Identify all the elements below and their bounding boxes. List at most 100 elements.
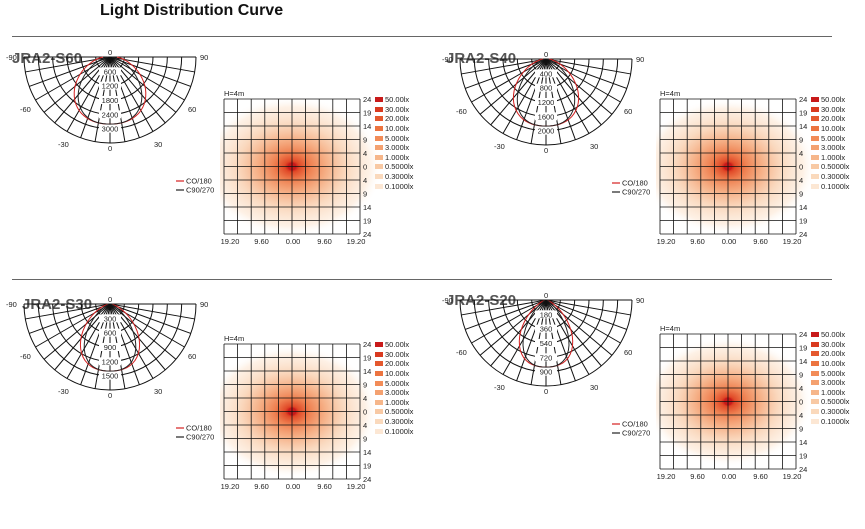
polar-angle-label: 0 <box>108 48 112 57</box>
legend-item: 0.1000lx <box>811 416 849 426</box>
mounting-height-label: H=4m <box>660 89 680 98</box>
legend-swatch <box>375 428 383 434</box>
grid-y-tick: 4 <box>363 394 367 403</box>
polar-spoke <box>471 299 547 344</box>
legend-item: 20.00lx <box>811 349 849 359</box>
legend-item: 0.3000lx <box>375 172 413 182</box>
legend-label: 1.000lx <box>385 152 410 162</box>
polar-angle-label: 30 <box>590 383 598 392</box>
grid-y-tick: 9 <box>799 425 803 434</box>
tick-bg <box>99 314 121 323</box>
legend-swatch <box>811 418 819 424</box>
grid-x-tick: 9.60 <box>317 482 332 491</box>
grid-y-tick: 4 <box>799 384 803 393</box>
legend-label: 0.5000lx <box>385 162 414 172</box>
grid-y-tick: 4 <box>363 149 367 158</box>
polar-spoke <box>35 56 111 101</box>
polar-angle-label: 90 <box>200 53 208 62</box>
grid-y-tick: 4 <box>363 421 367 430</box>
polar-tick-label: 180 <box>540 310 553 319</box>
polar-tick-label: 540 <box>540 339 553 348</box>
polar-spoke <box>109 303 195 320</box>
legend-item: 50.00lx <box>811 330 849 340</box>
legend-item: 50.00lx <box>811 95 849 105</box>
legend-label: 0.1000lx <box>821 181 850 191</box>
legend-item: 0.1000lx <box>375 426 413 436</box>
legend-label: 50.00lx <box>821 330 846 340</box>
grid-y-tick: 4 <box>799 176 803 185</box>
c90-curve <box>516 58 576 127</box>
legend-label: 10.00lx <box>821 124 846 134</box>
tick-bg <box>535 83 557 92</box>
polar-spoke <box>109 303 185 348</box>
legend-swatch <box>811 409 819 415</box>
legend-label: 3.000lx <box>821 143 846 153</box>
legend-item: 1.000lx <box>375 153 413 163</box>
c90-curve <box>77 56 143 125</box>
tick-bg <box>535 69 557 78</box>
legend-swatch <box>375 371 383 377</box>
grid-x-tick: 0.00 <box>286 237 301 246</box>
panel-jra2-s60: JRA2-S60 600 1200 1800 2400 3000 -90 90 -60 60 -30… <box>0 40 420 246</box>
grid-y-tick: 19 <box>799 452 807 461</box>
polar-tick-label: 360 <box>540 325 553 334</box>
polar-spoke <box>545 58 613 115</box>
grid-y-tick: 9 <box>363 381 367 390</box>
legend-label: 0.5000lx <box>821 397 850 407</box>
grid-x-tick: 19.20 <box>347 237 366 246</box>
c90-curve <box>83 304 137 372</box>
polar-angle-label: 30 <box>154 387 162 396</box>
legend-item: 0.5000lx <box>811 397 849 407</box>
legend-swatch <box>811 389 819 395</box>
grid-y-tick: 14 <box>799 203 807 212</box>
legend-swatch <box>811 135 819 141</box>
legend-swatch <box>375 145 383 151</box>
polar-angle-label: -90 <box>442 55 453 64</box>
polar-angle-label: -30 <box>494 142 505 151</box>
tick-bg <box>99 357 121 366</box>
grid-x-tick: 0.00 <box>286 482 301 491</box>
page-title: Light Distribution Curve <box>100 2 284 19</box>
polar-angle-label: -90 <box>6 300 17 309</box>
legend-label: 1.000lx <box>385 397 410 407</box>
tick-bg <box>535 310 557 319</box>
legend-label: 20.00lx <box>821 114 846 124</box>
grid-x-tick: 9.60 <box>690 237 705 246</box>
legend-label: 10.00lx <box>385 124 410 134</box>
legend-label: 50.00lx <box>385 340 410 350</box>
grid-y-tick: 4 <box>799 149 803 158</box>
legend-swatch <box>811 183 819 189</box>
polar-tick-label: 1200 <box>538 98 555 107</box>
legend-swatch <box>375 380 383 386</box>
polar-angle-label: 0 <box>108 295 112 304</box>
illuminance-legend: 50.00lx 30.00lx 20.00lx 10.00lx 5.000lx 3.000… <box>811 95 849 191</box>
grid-y-tick: 14 <box>799 122 807 131</box>
legend-item: 20.00lx <box>811 114 849 124</box>
legend-swatch <box>375 183 383 189</box>
polar-angle-label: 60 <box>188 352 196 361</box>
grid-y-tick: 0 <box>799 163 803 172</box>
header-divider <box>12 36 832 37</box>
polar-angle-label: 30 <box>590 142 598 151</box>
polar-angle-label: 90 <box>636 296 644 305</box>
legend-label: 50.00lx <box>821 95 846 105</box>
tick-bg <box>99 110 121 119</box>
panel-jra2-s20: JRA2-S20 180 360 540 720 900 -90 90 -60 60 -30 30 0 0… <box>436 284 856 484</box>
legend-item: 5.000lx <box>811 368 849 378</box>
grid-y-tick: 24 <box>363 95 371 104</box>
polar-spoke <box>43 56 111 113</box>
polar-tick-label: 300 <box>104 314 117 323</box>
grid-y-tick: 9 <box>799 190 803 199</box>
polar-tick-label: 600 <box>104 67 117 76</box>
legend-swatch <box>811 164 819 170</box>
legend-item: 3.000lx <box>375 388 413 398</box>
grid-y-tick: 19 <box>799 344 807 353</box>
polar-angle-label: -60 <box>456 107 467 116</box>
legend-label: 0.3000lx <box>821 172 850 182</box>
tick-bg <box>535 126 557 135</box>
polar-spoke <box>545 299 613 356</box>
grid-y-tick: 19 <box>799 217 807 226</box>
grid-y-tick: 24 <box>799 465 807 474</box>
grid-x-tick: 9.60 <box>753 472 768 481</box>
